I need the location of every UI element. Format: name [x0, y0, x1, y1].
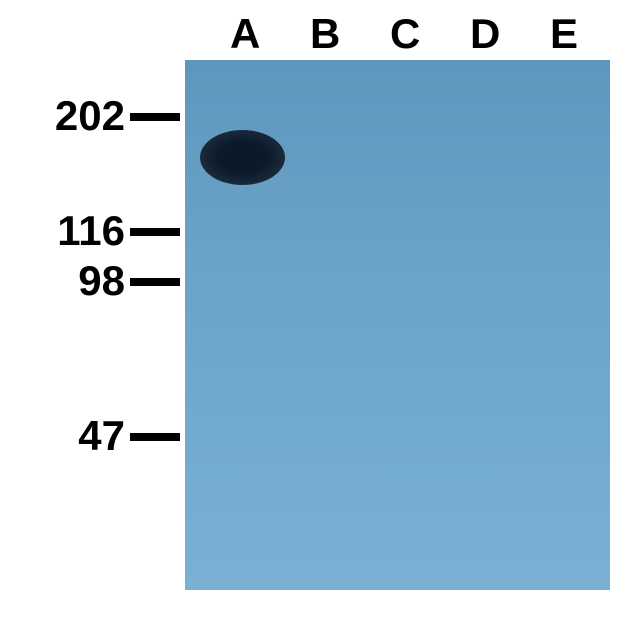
blot-membrane: [185, 60, 610, 590]
band-lane-a: [200, 130, 285, 185]
western-blot-figure: A B C D E 202 116 98 47: [0, 0, 640, 617]
lane-label-a: A: [230, 10, 260, 58]
lane-label-d: D: [470, 10, 500, 58]
mw-label-47: 47: [78, 412, 125, 460]
mw-label-98: 98: [78, 257, 125, 305]
lane-label-c: C: [390, 10, 420, 58]
mw-tick-202: [130, 113, 180, 121]
lane-label-b: B: [310, 10, 340, 58]
mw-tick-116: [130, 228, 180, 236]
mw-tick-47: [130, 433, 180, 441]
mw-label-116: 116: [57, 207, 125, 255]
mw-tick-98: [130, 278, 180, 286]
lane-label-e: E: [550, 10, 578, 58]
mw-label-202: 202: [55, 92, 125, 140]
